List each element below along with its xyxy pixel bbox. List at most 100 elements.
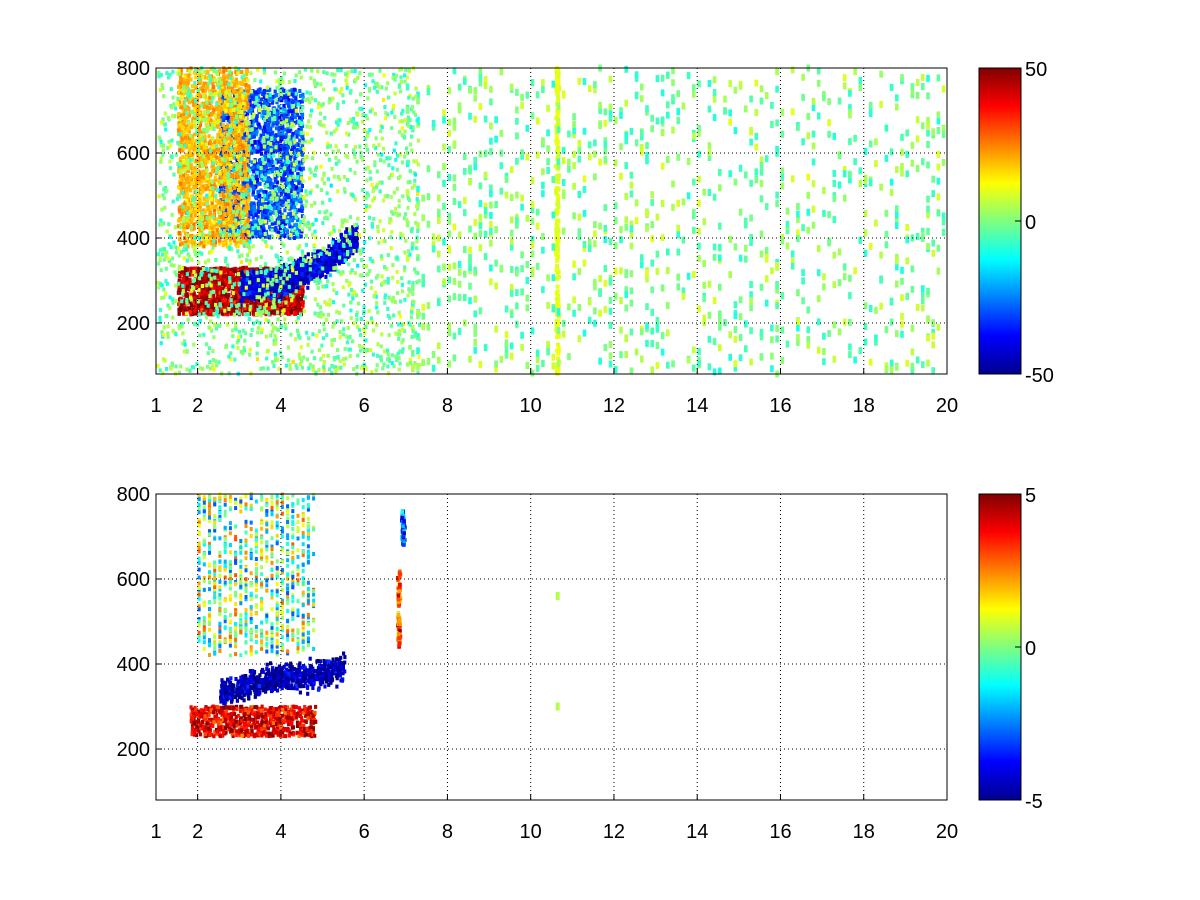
heatmap-cell <box>262 279 266 284</box>
heatmap-cell <box>262 125 267 130</box>
heatmap-cell <box>195 301 199 306</box>
heatmap-cell <box>190 303 194 308</box>
heatmap-cell <box>265 196 269 201</box>
heatmap-cell <box>250 286 254 291</box>
heatmap-cell <box>292 112 296 117</box>
heatmap-cell <box>217 160 221 165</box>
heatmap-cell <box>288 217 292 222</box>
heatmap-cell <box>268 274 272 279</box>
heatmap-cell <box>205 81 209 86</box>
heatmap-cell <box>240 225 244 230</box>
heatmap-cell <box>352 235 356 240</box>
heatmap-cell <box>275 283 280 287</box>
heatmap-cell <box>311 252 315 257</box>
heatmap-cell <box>240 164 244 169</box>
heatmap-cell <box>229 311 233 316</box>
heatmap-cell <box>182 277 186 281</box>
heatmap-cell <box>297 181 301 186</box>
heatmap-cell <box>306 265 310 270</box>
heatmap-cell <box>325 254 329 259</box>
heatmap-cell <box>191 312 195 316</box>
heatmap-cell <box>266 88 270 92</box>
heatmap-cell <box>282 103 286 108</box>
heatmap-cell <box>267 192 271 196</box>
heatmap-cell <box>246 164 250 169</box>
heatmap-cell <box>275 93 279 97</box>
heatmap-cell <box>278 198 282 203</box>
heatmap-cell <box>282 152 286 157</box>
heatmap-cell <box>302 280 306 285</box>
heatmap-cell <box>284 135 288 140</box>
heatmap-cell <box>300 115 304 120</box>
heatmap-cell <box>215 303 219 308</box>
heatmap-cell <box>301 96 305 101</box>
heatmap-cell <box>290 88 294 93</box>
heatmap-cell <box>249 124 253 129</box>
heatmap-cell <box>291 131 295 136</box>
heatmap-cell <box>281 289 286 294</box>
heatmap-cell <box>349 236 353 241</box>
heatmap-cell <box>281 125 285 130</box>
heatmap-cell <box>266 162 270 167</box>
heatmap-cell <box>283 302 287 307</box>
heatmap-cell <box>236 298 240 302</box>
heatmap-cell <box>217 299 222 304</box>
heatmap-cell <box>304 273 308 278</box>
heatmap-cell <box>333 259 337 264</box>
heatmap-cell <box>273 89 277 94</box>
heatmap-cell <box>284 113 288 118</box>
heatmap-cell <box>251 306 256 311</box>
heatmap-cell <box>299 234 303 239</box>
heatmap-cell <box>259 276 263 281</box>
heatmap-cell <box>272 185 276 190</box>
heatmap-cell <box>205 107 209 112</box>
heatmap-cell <box>210 306 214 311</box>
heatmap-cell <box>267 200 271 205</box>
heatmap-cell <box>265 306 269 311</box>
heatmap-cell <box>250 160 254 165</box>
heatmap-cell <box>232 268 236 273</box>
heatmap-cell <box>311 269 315 274</box>
heatmap-cell <box>286 230 290 235</box>
heatmap-cell <box>271 123 275 128</box>
heatmap-cell <box>223 266 227 271</box>
heatmap-cell <box>284 192 288 197</box>
heatmap-cell <box>269 296 273 301</box>
heatmap-cell <box>295 113 300 117</box>
heatmap-cell <box>195 283 199 288</box>
heatmap-cell <box>248 274 252 279</box>
heatmap-cell <box>223 126 227 131</box>
heatmap-cell <box>180 185 184 190</box>
heatmap-cell <box>271 182 275 187</box>
heatmap-cell <box>233 305 237 310</box>
heatmap-cell <box>249 221 253 226</box>
heatmap-cell <box>300 113 304 118</box>
heatmap-cell <box>288 206 292 211</box>
heatmap-cell <box>233 93 237 98</box>
heatmap-cell <box>303 254 307 259</box>
heatmap-cell <box>349 249 353 254</box>
heatmap-cell <box>268 185 273 190</box>
heatmap-cell <box>219 234 223 239</box>
heatmap-cell <box>253 118 257 123</box>
heatmap-cell <box>215 161 219 166</box>
heatmap-cell <box>252 169 256 174</box>
heatmap-cell <box>185 292 189 297</box>
heatmap-cell <box>267 136 271 141</box>
heatmap-cell <box>274 310 278 314</box>
heatmap-cell <box>198 280 202 285</box>
heatmap-cell <box>244 265 248 270</box>
heatmap-cell <box>296 188 300 192</box>
heatmap-cell <box>345 227 349 232</box>
heatmap-cell <box>283 234 287 238</box>
heatmap-cell <box>249 207 253 212</box>
heatmap-cell <box>277 195 281 200</box>
heatmap-cell <box>238 192 242 196</box>
heatmap-cell <box>345 254 349 259</box>
heatmap-cell <box>297 130 301 135</box>
heatmap-cell <box>275 192 279 197</box>
heatmap-cell <box>269 270 273 275</box>
heatmap-cell <box>320 272 324 277</box>
heatmap-cell <box>273 94 277 99</box>
heatmap-cell <box>277 186 281 191</box>
